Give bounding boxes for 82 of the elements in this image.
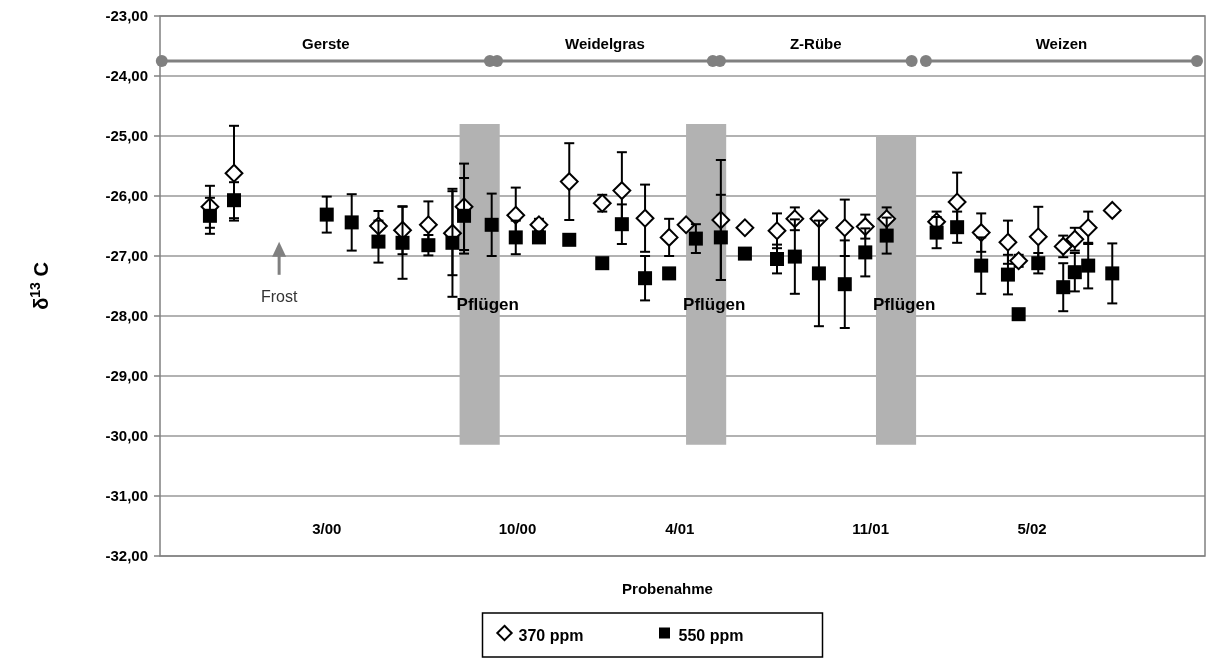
- y-tick-label: -26,00: [105, 187, 148, 205]
- point: [418, 215, 438, 235]
- point: [837, 277, 852, 292]
- series-label: Gerste: [302, 35, 350, 52]
- point: [635, 208, 655, 228]
- point: [1190, 55, 1203, 67]
- band-label: Pflügen: [683, 295, 746, 315]
- point: [227, 193, 242, 208]
- point: [484, 217, 499, 232]
- x-axis-title: Probenahme: [622, 580, 713, 597]
- point: [1028, 227, 1048, 247]
- point: [319, 207, 334, 222]
- x-tick-label: 11/01: [852, 520, 889, 537]
- point: [1011, 307, 1026, 322]
- point: [974, 258, 989, 273]
- point: [612, 181, 632, 200]
- x-tick-label: 4/01: [665, 520, 695, 537]
- point: [879, 228, 894, 243]
- point: [508, 230, 523, 245]
- point: [1067, 265, 1082, 280]
- y-tick-label: -28,00: [105, 307, 148, 325]
- point: [858, 245, 873, 260]
- y-tick-label: -24,00: [105, 67, 148, 85]
- x-tick-label: 5/02: [1017, 520, 1047, 537]
- point: [811, 266, 826, 281]
- point: [1053, 237, 1073, 256]
- point: [1102, 201, 1122, 220]
- series-label: Weidelgras: [565, 35, 645, 52]
- y-tick-label: -29,00: [105, 367, 148, 385]
- series-label: Weizen: [1035, 35, 1088, 52]
- point: [638, 271, 653, 286]
- point: [224, 163, 244, 183]
- point: [767, 221, 787, 241]
- point: [421, 238, 436, 253]
- y-tick-label: -23,00: [105, 7, 148, 25]
- x-tick-label: 3/00: [312, 520, 342, 537]
- point: [614, 217, 629, 232]
- point: [662, 266, 677, 281]
- point: [1000, 267, 1015, 282]
- y-tick-label: -30,00: [105, 427, 148, 445]
- point: [737, 246, 752, 261]
- point: [371, 234, 386, 249]
- point: [445, 235, 460, 250]
- point: [457, 208, 472, 223]
- point: [1031, 256, 1046, 271]
- point: [998, 232, 1018, 252]
- legend-label: 550 ppm: [678, 626, 744, 644]
- point: [676, 215, 696, 235]
- point: [950, 220, 965, 235]
- point: [155, 55, 168, 67]
- legend-label: 370 ppm: [518, 626, 584, 644]
- point: [562, 232, 577, 247]
- point: [595, 256, 610, 271]
- point: [787, 249, 802, 264]
- x-tick-label: 10/00: [498, 520, 537, 537]
- point: [735, 218, 755, 238]
- point: [202, 208, 217, 223]
- point: [835, 218, 855, 238]
- band-label: Pflügen: [456, 295, 519, 315]
- point: [1078, 218, 1098, 238]
- point: [1105, 266, 1120, 281]
- point: [905, 55, 918, 67]
- point: [531, 230, 546, 245]
- point: [659, 228, 679, 247]
- point: [713, 230, 728, 245]
- point: [1081, 258, 1096, 273]
- point: [929, 225, 944, 240]
- point: [770, 252, 785, 266]
- series-label: Z-Rübe: [789, 35, 842, 52]
- y-tick-label: -25,00: [105, 127, 148, 145]
- point: [688, 231, 703, 246]
- point: [947, 192, 967, 212]
- band-label: Pflügen: [872, 295, 936, 315]
- point: [919, 55, 932, 67]
- y-tick-label: -31,00: [105, 487, 148, 505]
- y-tick-label: -27,00: [105, 247, 148, 265]
- point: [344, 215, 359, 230]
- point: [1056, 280, 1071, 295]
- point: [395, 235, 410, 250]
- y-tick-label: -32,00: [105, 547, 148, 565]
- point: [559, 172, 579, 191]
- annotation: Frost: [260, 288, 298, 306]
